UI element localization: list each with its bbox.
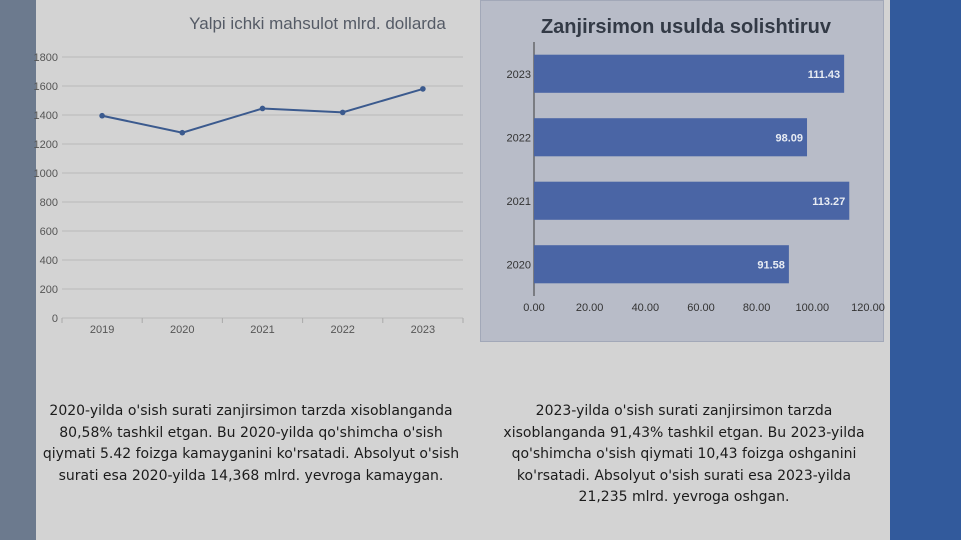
x-tick-label: 20.00	[576, 302, 604, 314]
y-tick-label: 1600	[34, 81, 58, 93]
y-tick-label: 1000	[34, 168, 58, 180]
x-tick-label: 40.00	[632, 302, 660, 314]
x-tick-label: 80.00	[743, 302, 771, 314]
y-tick-label: 800	[40, 197, 58, 209]
bar	[534, 181, 850, 220]
data-label: 111.43	[808, 69, 840, 81]
y-tick-label: 1400	[34, 110, 58, 122]
right-accent-strip	[890, 0, 961, 540]
data-point	[259, 105, 266, 112]
category-label: 2021	[507, 196, 531, 208]
x-tick-label: 2022	[330, 324, 354, 336]
bar-chart: 2023 111.43 2022 98.09 2021 113.27 2020 91.58 0.…	[507, 42, 885, 314]
x-tick-label: 100.00	[796, 302, 830, 314]
line-chart-title: Yalpi ichki mahsulot mlrd. dollarda	[189, 14, 446, 33]
left-description: 2020-yilda o'sish surati zanjirsimon tar…	[42, 403, 460, 484]
category-label: 2020	[507, 259, 531, 271]
data-point	[420, 86, 426, 92]
bar	[534, 245, 789, 284]
y-tick-label: 1800	[34, 52, 58, 64]
x-tick-label: 2023	[411, 324, 435, 336]
right-description: 2023-yilda o'sish surati zanjirsimon tar…	[503, 403, 865, 505]
data-point	[99, 112, 105, 119]
data-point	[339, 109, 346, 116]
x-tick-label: 2020	[170, 324, 194, 336]
y-tick-label: 200	[40, 284, 58, 296]
y-tick-label: 400	[40, 255, 58, 267]
y-tick-label: 0	[52, 313, 58, 325]
x-tick-label: 2021	[250, 324, 274, 336]
left-accent-strip	[0, 0, 36, 540]
data-label: 91.58	[757, 259, 785, 271]
data-point	[179, 129, 186, 136]
data-label: 113.27	[812, 196, 845, 208]
line-chart: 0 200 400 600 800 1000 1200 1400 1600 1800 2019 202…	[34, 52, 464, 336]
bar-chart-title: Zanjirsimon usulda solishtiruv	[540, 16, 832, 38]
x-tick-label: 2019	[90, 324, 114, 336]
x-tick-label: 0.00	[523, 302, 544, 314]
category-label: 2022	[507, 132, 531, 144]
bar	[534, 118, 808, 157]
x-tick-label: 60.00	[687, 302, 715, 314]
bar	[534, 54, 845, 93]
x-tick-label: 120.00	[851, 302, 885, 314]
category-label: 2023	[507, 69, 531, 81]
data-label: 98.09	[775, 132, 803, 144]
y-tick-label: 600	[40, 226, 58, 238]
y-tick-label: 1200	[34, 139, 58, 151]
